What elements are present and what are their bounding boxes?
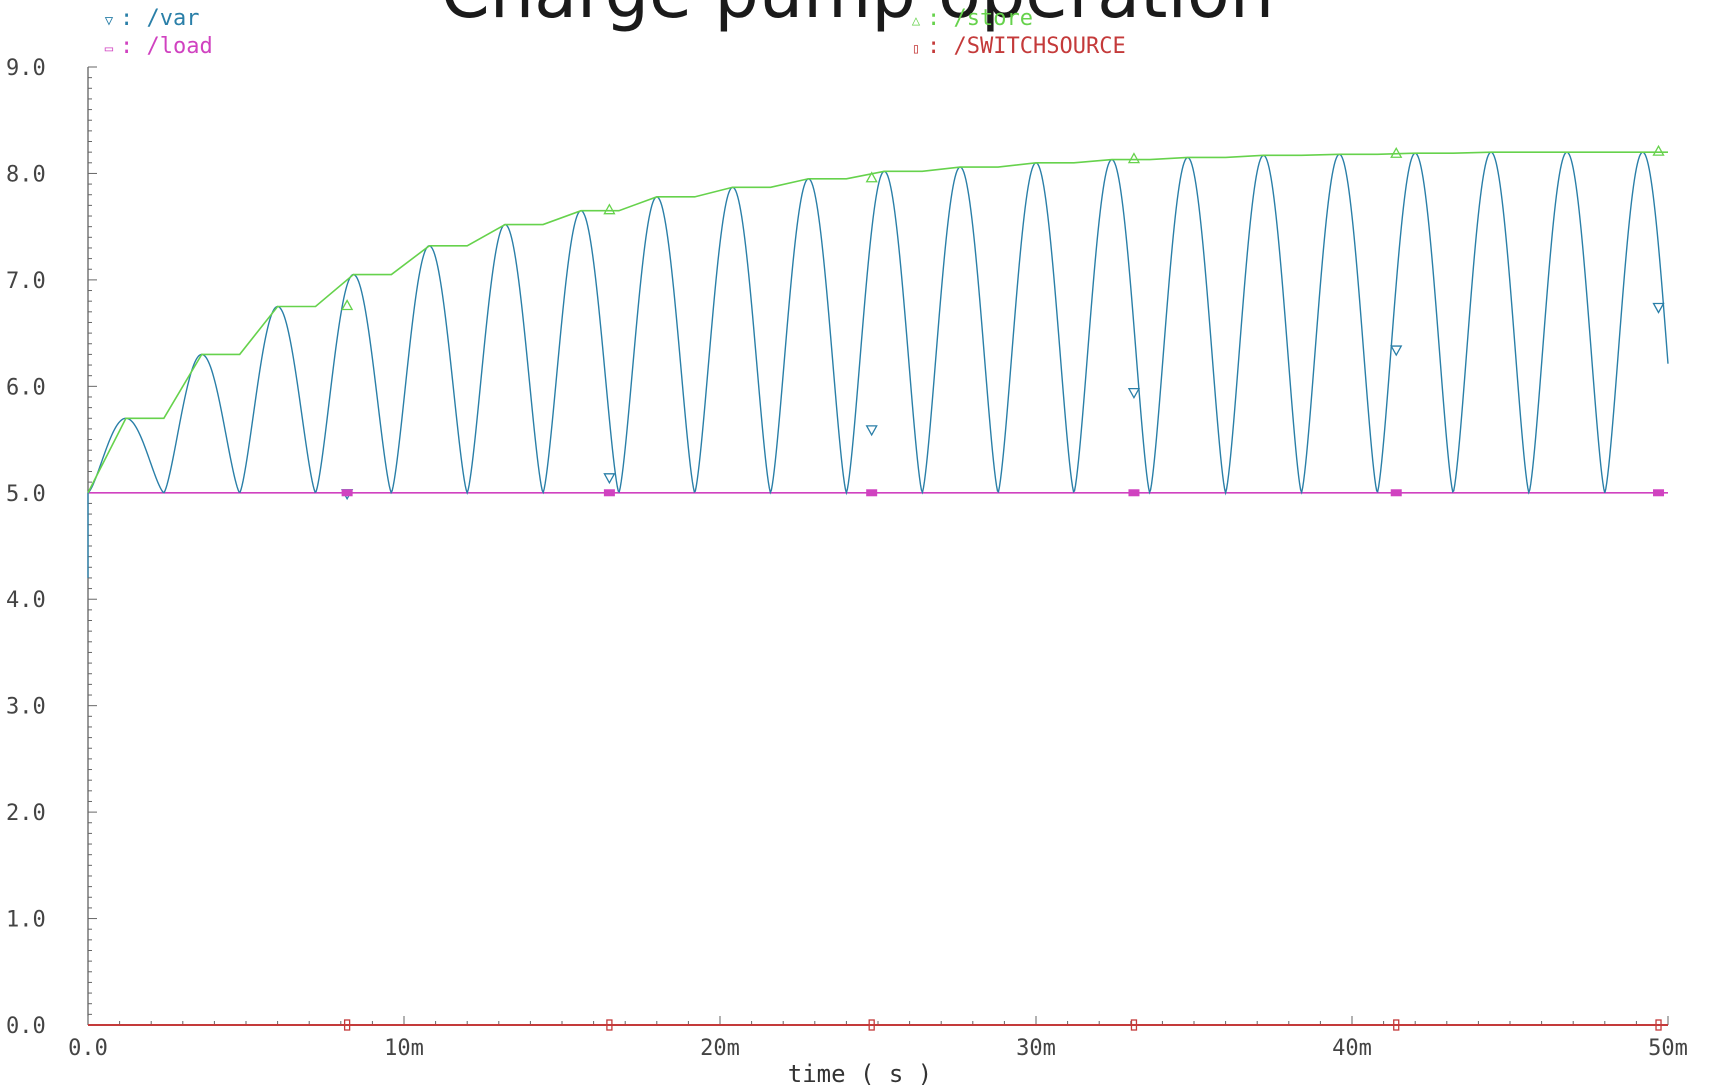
store-marker: [1390, 146, 1403, 158]
legend-switch-label: /SWITCHSOURCE: [953, 34, 1126, 59]
store-marker: [603, 203, 616, 215]
store-marker: [1127, 152, 1141, 164]
x-tick-label: 10m: [384, 1036, 424, 1061]
y-tick-label: 5.0: [6, 482, 46, 507]
switchsource-marker: [606, 1019, 613, 1031]
rectangle-icon: ▭: [104, 41, 114, 57]
y-tick-label: 1.0: [6, 908, 46, 933]
switchsource-marker: [1655, 1019, 1662, 1031]
x-tick-label: 20m: [700, 1036, 740, 1061]
y-tick-label: 7.0: [6, 269, 46, 294]
var-marker: [1127, 388, 1141, 399]
load-marker: [1390, 489, 1402, 497]
legend-store: △: /store: [905, 6, 1033, 31]
x-tick-label: 30m: [1016, 1036, 1056, 1061]
switchsource-marker: [1393, 1019, 1400, 1031]
x-tick-label: 40m: [1332, 1036, 1372, 1061]
legend-load: ▭: /load: [98, 34, 213, 59]
legend-load-label: /load: [146, 34, 213, 59]
y-tick-label: 4.0: [6, 588, 46, 613]
marker-layer: [341, 144, 1665, 1031]
series-var-line: [87, 151, 1669, 578]
var-marker: [603, 473, 616, 485]
series-store-line: [87, 151, 1668, 494]
load-marker: [866, 489, 878, 497]
load-marker: [341, 489, 353, 497]
x-tick-label: 0.0: [68, 1036, 108, 1061]
chart-title: Charge pump operation: [0, 0, 1715, 34]
y-tick-label: 6.0: [6, 375, 46, 400]
var-marker: [1390, 345, 1403, 357]
load-marker: [603, 489, 615, 497]
y-tick-label: 0.0: [6, 1014, 46, 1039]
y-tick-label: 2.0: [6, 801, 46, 826]
legend-switchsource: ▯: /SWITCHSOURCE: [905, 34, 1126, 59]
var-marker: [865, 425, 878, 437]
legend-store-label: /store: [953, 6, 1033, 31]
axes: 0.0 1.0 2.0 3.0 4.0 5.0 6.0 7.0 8.0 9.0 0.0 10m 20m 3…: [6, 56, 1688, 1061]
triangle-down-icon: ▽: [104, 13, 114, 29]
load-marker: [1653, 489, 1665, 497]
x-axis-label: time ( s ): [787, 1060, 933, 1088]
switchsource-marker: [343, 1019, 351, 1031]
var-marker: [1652, 302, 1665, 314]
y-tick-label: 3.0: [6, 695, 46, 720]
store-marker: [341, 299, 354, 311]
switchsource-marker: [1130, 1019, 1138, 1031]
legend-var-label: /var: [146, 6, 200, 31]
switchsource-marker: [868, 1019, 875, 1031]
store-marker: [1652, 144, 1665, 156]
triangle-up-icon: △: [911, 13, 921, 29]
store-marker: [865, 171, 878, 183]
series-layer: [87, 151, 1669, 1026]
legend-var: ▽: /var: [98, 6, 200, 31]
x-tick-label: 50m: [1648, 1036, 1688, 1061]
small-square-icon: ▯: [911, 41, 921, 57]
y-tick-label: 8.0: [6, 162, 46, 187]
load-marker: [1128, 489, 1140, 497]
y-tick-label: 9.0: [6, 56, 46, 81]
